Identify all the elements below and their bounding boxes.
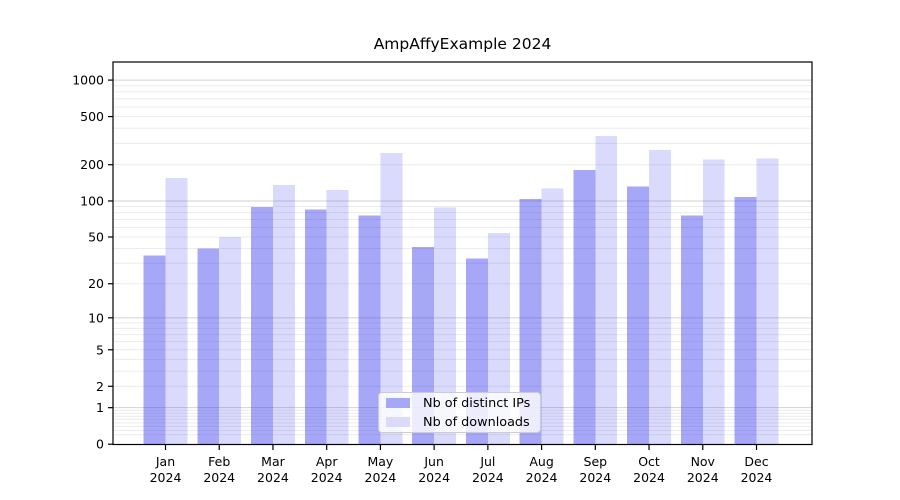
bar-distinct-ips-dec xyxy=(734,196,757,445)
x-tick-label-month: Dec xyxy=(744,454,768,469)
legend-label-distinct-ips: Nb of distinct IPs xyxy=(423,395,531,411)
y-tick-label: 10 xyxy=(88,310,104,325)
x-tick-label-month: Feb xyxy=(208,454,230,469)
y-tick-label: 20 xyxy=(88,276,104,291)
legend-item-downloads: Nb of downloads xyxy=(379,414,540,431)
y-tick-label: 1000 xyxy=(72,73,104,88)
bar-distinct-ips-sep xyxy=(573,170,596,445)
bar-distinct-ips-apr xyxy=(304,209,327,445)
x-tick-label-year: 2024 xyxy=(257,470,289,485)
bar-downloads-dec xyxy=(756,158,779,445)
bar-downloads-feb xyxy=(219,236,242,445)
x-tick-label-month: Apr xyxy=(316,454,338,469)
bar-distinct-ips-aug xyxy=(519,198,542,445)
bar-distinct-ips-feb xyxy=(197,248,220,445)
bar-downloads-jan xyxy=(165,178,188,445)
bar-distinct-ips-may xyxy=(358,215,381,445)
y-tick-label: 200 xyxy=(80,157,104,172)
x-tick-label-year: 2024 xyxy=(526,470,558,485)
x-tick-label-year: 2024 xyxy=(150,470,182,485)
plot-frame xyxy=(112,61,813,446)
bar-downloads-jul xyxy=(487,233,510,445)
y-tick-label: 0 xyxy=(96,437,104,452)
x-tick-label-month: Jun xyxy=(423,454,444,469)
bar-downloads-apr xyxy=(326,190,349,445)
x-tick-label-year: 2024 xyxy=(203,470,235,485)
x-tick-label-month: Jul xyxy=(479,454,495,469)
y-tick-label: 50 xyxy=(88,229,104,244)
y-tick-label: 5 xyxy=(96,342,104,357)
y-tick-label: 2 xyxy=(96,379,104,394)
legend: Nb of distinct IPs Nb of downloads xyxy=(378,392,541,433)
x-tick-label-month: Oct xyxy=(638,454,660,469)
legend-swatch-downloads xyxy=(386,417,410,427)
x-tick-label-year: 2024 xyxy=(418,470,450,485)
bar-distinct-ips-oct xyxy=(627,186,650,445)
bar-downloads-nov xyxy=(702,159,725,445)
x-tick-label-month: Mar xyxy=(261,454,285,469)
y-tick-label: 500 xyxy=(80,109,104,124)
bar-downloads-mar xyxy=(272,184,295,445)
bar-distinct-ips-jan xyxy=(143,255,166,445)
legend-item-distinct-ips: Nb of distinct IPs xyxy=(379,395,540,412)
x-tick-label-year: 2024 xyxy=(687,470,719,485)
legend-swatch-distinct-ips xyxy=(386,398,410,408)
x-tick-label-year: 2024 xyxy=(579,470,611,485)
x-tick-label-month: Sep xyxy=(584,454,608,469)
bar-downloads-jun xyxy=(434,207,457,445)
bar-downloads-sep xyxy=(595,136,618,445)
x-tick-label-month: Aug xyxy=(529,454,553,469)
bar-downloads-aug xyxy=(541,188,564,445)
x-tick-label-year: 2024 xyxy=(311,470,343,485)
bar-downloads-may xyxy=(380,152,403,445)
bar-distinct-ips-mar xyxy=(251,207,273,445)
x-tick-label-year: 2024 xyxy=(365,470,397,485)
y-tick-label: 100 xyxy=(80,193,104,208)
x-tick-label-month: Nov xyxy=(691,454,716,469)
x-tick-label-month: Jan xyxy=(155,454,175,469)
y-tick-label: 1 xyxy=(96,400,104,415)
bar-downloads-oct xyxy=(649,149,671,445)
legend-label-downloads: Nb of downloads xyxy=(423,414,530,430)
bar-distinct-ips-nov xyxy=(680,215,703,445)
x-tick-label-year: 2024 xyxy=(472,470,504,485)
x-tick-label-year: 2024 xyxy=(741,470,773,485)
x-tick-label-month: May xyxy=(367,454,393,469)
x-tick-label-year: 2024 xyxy=(633,470,665,485)
chart-title: AmpAffyExample 2024 xyxy=(373,35,552,53)
